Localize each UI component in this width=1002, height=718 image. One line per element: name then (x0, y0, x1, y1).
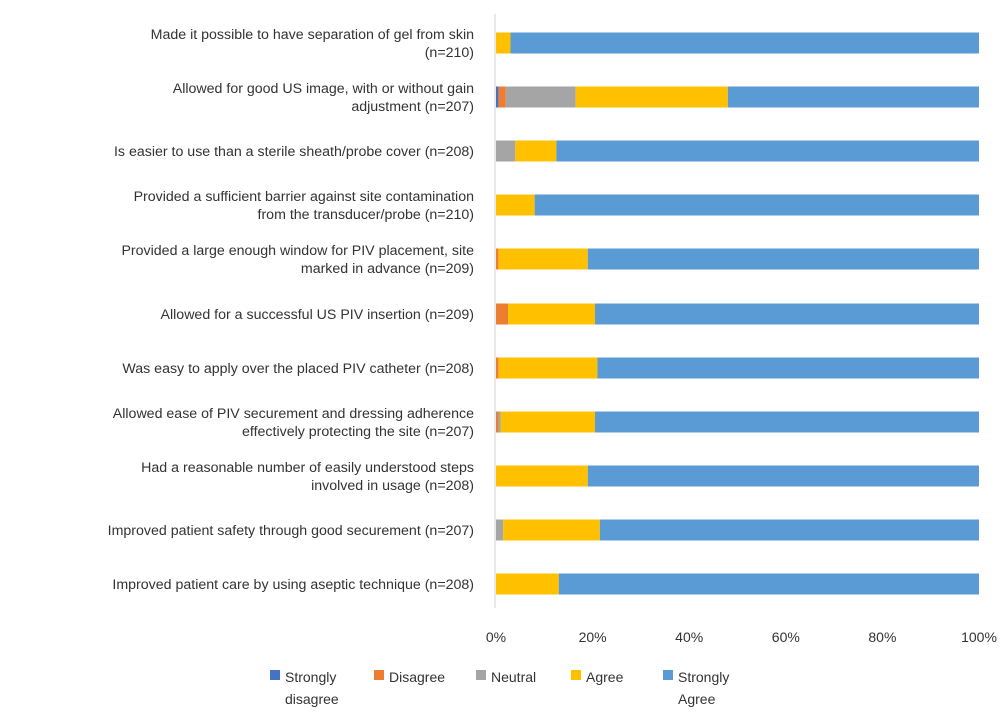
x-tick-label: 100% (961, 629, 997, 645)
category-label: (n=210) (425, 45, 474, 61)
legend-swatch (270, 670, 280, 680)
bar-segment (496, 411, 499, 433)
category-label: marked in advance (n=209) (301, 261, 474, 277)
category-label: Is easier to use than a sterile sheath/p… (114, 144, 474, 160)
legend-label: Strongly (678, 669, 729, 685)
category-label: involved in usage (n=208) (311, 478, 474, 494)
category-label: Improved patient safety through good sec… (108, 523, 474, 539)
bar-segment (558, 573, 979, 595)
legend-label: Agree (678, 691, 716, 707)
category-label: from the transducer/probe (n=210) (258, 207, 474, 223)
bar-segment (496, 519, 504, 541)
bar-segment (496, 357, 499, 379)
category-label: Had a reasonable number of easily unders… (141, 460, 474, 476)
bar-segment (510, 32, 979, 54)
legend-swatch (663, 670, 673, 680)
legend-swatch (571, 670, 581, 680)
category-label: Made it possible to have separation of g… (151, 27, 474, 43)
bar-segment (597, 357, 979, 379)
bar-segment (498, 357, 598, 379)
legend-swatch (374, 670, 384, 680)
bar-segment (498, 86, 506, 108)
x-tick-label: 60% (772, 629, 800, 645)
category-label: Was easy to apply over the placed PIV ca… (122, 361, 474, 377)
category-label: Allowed for good US image, with or witho… (173, 81, 474, 97)
bar-segment (727, 86, 979, 108)
legend-label: Disagree (389, 669, 445, 685)
category-label: effectively protecting the site (n=207) (242, 424, 474, 440)
legend-swatch (476, 670, 486, 680)
bar-segment (595, 411, 979, 433)
bar-segment (496, 86, 499, 108)
legend-label: Neutral (491, 669, 536, 685)
bar-segment (575, 86, 728, 108)
bar-segment (496, 573, 559, 595)
x-tick-label: 80% (868, 629, 896, 645)
bar-segment (587, 465, 979, 487)
bars-layer (496, 32, 980, 595)
bar-segment (508, 303, 596, 325)
category-labels: Made it possible to have separation of g… (108, 27, 474, 593)
bar-segment (515, 140, 557, 162)
bar-segment (496, 465, 588, 487)
bar-segment (496, 32, 511, 54)
category-label: adjustment (n=207) (351, 99, 474, 115)
category-label: Provided a sufficient barrier against si… (134, 189, 474, 205)
category-label: Improved patient care by using aseptic t… (112, 577, 474, 593)
x-axis: 0% 20% 40% 60% 80% 100% (486, 14, 997, 645)
bar-segment (556, 140, 980, 162)
bar-segment (496, 194, 535, 216)
bar-segment (496, 248, 499, 270)
legend-label: disagree (285, 691, 339, 707)
bar-segment (496, 140, 516, 162)
x-tick-label: 20% (579, 629, 607, 645)
x-tick-label: 40% (675, 629, 703, 645)
bar-segment (498, 411, 501, 433)
legend: Strongly disagree Disagree Neutral Agree Stro… (270, 669, 729, 707)
bar-segment (599, 519, 979, 541)
bar-segment (496, 303, 509, 325)
bar-segment (500, 411, 596, 433)
bar-segment (503, 519, 600, 541)
legend-label: Strongly (285, 669, 336, 685)
bar-segment (498, 248, 588, 270)
legend-label: Agree (586, 669, 624, 685)
bar-segment (587, 248, 979, 270)
bar-segment (595, 303, 979, 325)
bar-segment (534, 194, 979, 216)
x-tick-label: 0% (486, 629, 506, 645)
bar-segment (505, 86, 576, 108)
category-label: Allowed for a successful US PIV insertio… (161, 307, 474, 323)
category-label: Provided a large enough window for PIV p… (121, 243, 474, 259)
category-label: Allowed ease of PIV securement and dress… (113, 406, 474, 422)
